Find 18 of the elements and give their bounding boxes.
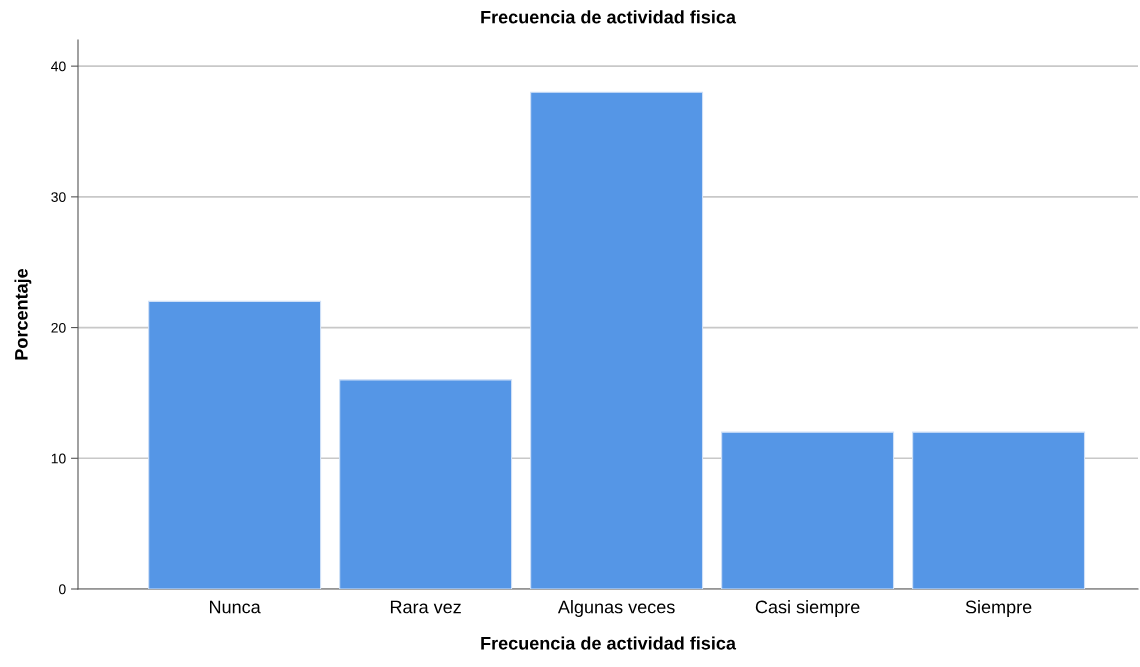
bar (530, 91, 704, 589)
y-tick-label: 20 (51, 322, 66, 333)
x-axis-title: Frecuencia de actividad fisica (481, 636, 737, 650)
bar (148, 300, 322, 589)
y-tick-label: 10 (51, 453, 66, 464)
x-tick-label: Casi siempre (755, 600, 860, 617)
bar (339, 379, 513, 589)
chart-title: Frecuencia de actividad fisica (481, 10, 737, 24)
bar (721, 431, 895, 589)
y-axis-title: Porcentaje (14, 268, 32, 360)
x-tick-label: Siempre (965, 600, 1032, 617)
x-tick-label: Algunas veces (557, 600, 675, 617)
y-tick-label: 0 (59, 584, 66, 595)
x-tick-label: Nunca (210, 600, 261, 614)
bar (912, 431, 1086, 589)
x-tick-label: Rara vez (390, 600, 461, 614)
y-tick-label: 30 (51, 192, 66, 203)
y-tick-label: 40 (51, 61, 66, 72)
